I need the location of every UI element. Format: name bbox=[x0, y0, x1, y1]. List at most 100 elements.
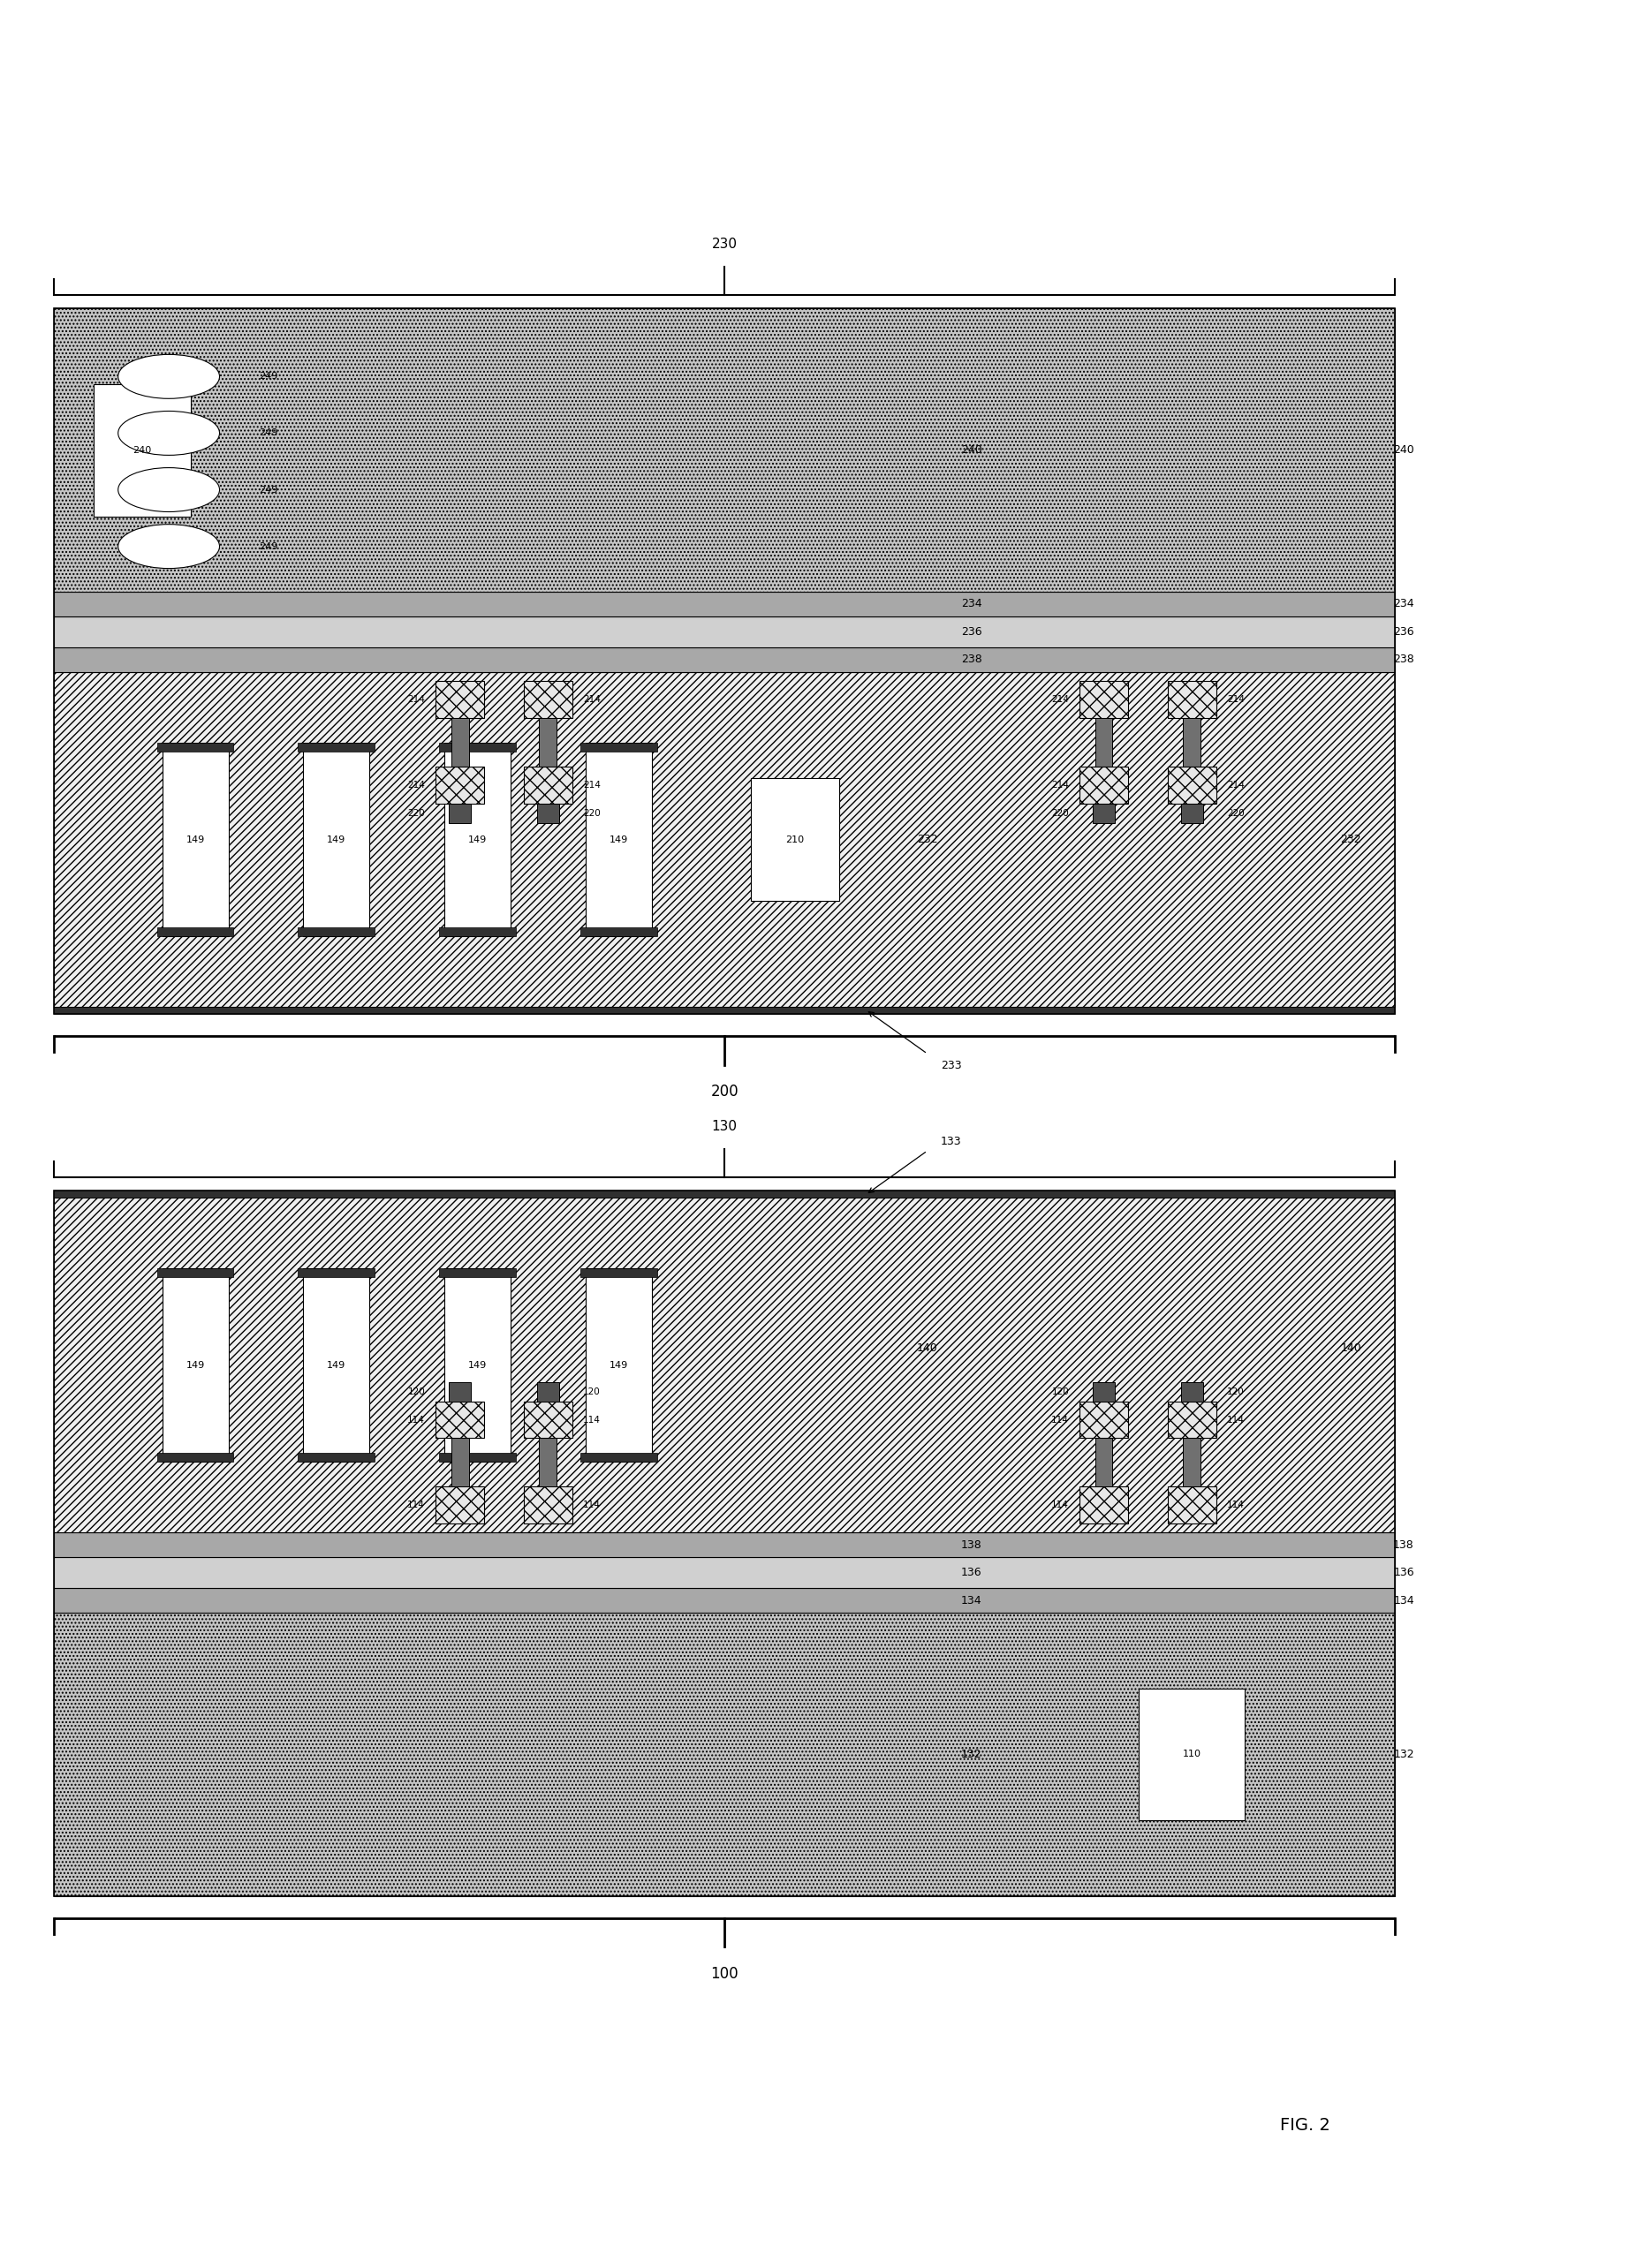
Bar bbox=[54, 308, 1396, 1014]
Bar bbox=[524, 1402, 573, 1438]
Bar bbox=[1080, 767, 1129, 803]
Text: 114: 114 bbox=[407, 1415, 425, 1424]
Text: 149: 149 bbox=[187, 835, 204, 844]
Bar bbox=[524, 767, 573, 803]
Text: 234: 234 bbox=[960, 599, 982, 610]
Bar bbox=[1080, 1402, 1129, 1438]
Text: 220: 220 bbox=[1227, 810, 1245, 816]
Bar bbox=[1093, 1381, 1114, 1402]
Text: 130: 130 bbox=[712, 1120, 738, 1132]
Bar bbox=[445, 742, 510, 937]
Bar bbox=[54, 1191, 1396, 1896]
Text: 249: 249 bbox=[258, 372, 278, 381]
Text: 236: 236 bbox=[960, 626, 982, 637]
Text: 240: 240 bbox=[1394, 445, 1414, 456]
Bar bbox=[581, 1268, 658, 1277]
Bar bbox=[445, 1268, 510, 1463]
Text: 238: 238 bbox=[1394, 653, 1414, 665]
Text: 138: 138 bbox=[960, 1540, 982, 1551]
Bar bbox=[448, 803, 471, 823]
Bar bbox=[1139, 1687, 1245, 1821]
Text: 214: 214 bbox=[1227, 694, 1245, 703]
Bar bbox=[1093, 803, 1114, 823]
Bar bbox=[303, 1268, 370, 1463]
Bar bbox=[448, 1381, 471, 1402]
Text: 140: 140 bbox=[916, 1343, 937, 1354]
Bar bbox=[298, 928, 375, 937]
Text: 120: 120 bbox=[1052, 1388, 1068, 1395]
Text: 114: 114 bbox=[407, 1501, 425, 1510]
Bar bbox=[540, 1438, 556, 1488]
Bar bbox=[540, 717, 556, 767]
Text: 134: 134 bbox=[1394, 1594, 1414, 1606]
Text: 240: 240 bbox=[960, 445, 982, 456]
Text: 100: 100 bbox=[710, 1966, 738, 1982]
Bar bbox=[581, 928, 658, 937]
Bar bbox=[1168, 767, 1216, 803]
Text: 110: 110 bbox=[1183, 1751, 1201, 1758]
Bar bbox=[1183, 717, 1201, 767]
Text: 133: 133 bbox=[941, 1136, 962, 1148]
Bar bbox=[435, 1488, 484, 1524]
Text: 136: 136 bbox=[960, 1567, 982, 1579]
Text: 149: 149 bbox=[609, 835, 628, 844]
Text: 210: 210 bbox=[785, 835, 805, 844]
Bar bbox=[435, 680, 484, 717]
Text: 114: 114 bbox=[582, 1501, 600, 1510]
Bar bbox=[435, 1402, 484, 1438]
Bar bbox=[54, 617, 1396, 646]
Text: 149: 149 bbox=[468, 1361, 488, 1370]
Text: 214: 214 bbox=[1052, 694, 1068, 703]
Bar bbox=[1168, 1488, 1216, 1524]
Text: 134: 134 bbox=[960, 1594, 982, 1606]
Bar bbox=[435, 767, 484, 803]
Bar bbox=[157, 928, 234, 937]
Bar bbox=[452, 717, 468, 767]
Bar bbox=[524, 680, 573, 717]
Text: 114: 114 bbox=[1052, 1415, 1068, 1424]
Text: 120: 120 bbox=[1227, 1388, 1245, 1395]
Bar bbox=[157, 742, 234, 751]
Bar bbox=[298, 1268, 375, 1277]
Text: 149: 149 bbox=[609, 1361, 628, 1370]
Text: 136: 136 bbox=[1394, 1567, 1414, 1579]
Bar bbox=[298, 1454, 375, 1463]
Text: FIG. 2: FIG. 2 bbox=[1281, 2116, 1330, 2134]
Bar bbox=[1094, 1438, 1112, 1488]
Bar bbox=[1080, 1488, 1129, 1524]
Text: 236: 236 bbox=[1394, 626, 1414, 637]
Bar bbox=[1181, 803, 1202, 823]
Text: 232: 232 bbox=[1340, 835, 1361, 846]
Text: 114: 114 bbox=[1227, 1415, 1245, 1424]
Text: 220: 220 bbox=[407, 810, 425, 816]
Text: 140: 140 bbox=[1340, 1343, 1361, 1354]
Text: 149: 149 bbox=[327, 835, 345, 844]
Text: 230: 230 bbox=[712, 238, 738, 252]
Text: 214: 214 bbox=[582, 694, 600, 703]
Bar bbox=[452, 1438, 468, 1488]
Text: 132: 132 bbox=[960, 1749, 982, 1760]
Bar bbox=[586, 742, 651, 937]
Bar bbox=[524, 1488, 573, 1524]
Bar bbox=[54, 592, 1396, 617]
Bar bbox=[1094, 717, 1112, 767]
Bar bbox=[157, 1454, 234, 1463]
Bar bbox=[157, 1268, 234, 1277]
Bar bbox=[54, 1613, 1396, 1896]
Bar bbox=[1168, 1402, 1216, 1438]
Bar bbox=[438, 742, 515, 751]
Bar bbox=[537, 803, 560, 823]
Bar bbox=[1168, 680, 1216, 717]
Bar bbox=[581, 742, 658, 751]
Text: 240: 240 bbox=[133, 447, 152, 454]
Ellipse shape bbox=[118, 354, 219, 399]
Text: 149: 149 bbox=[468, 835, 488, 844]
Text: 138: 138 bbox=[1394, 1540, 1414, 1551]
Text: 214: 214 bbox=[1052, 780, 1068, 789]
Text: 249: 249 bbox=[258, 485, 278, 494]
Bar bbox=[54, 1558, 1396, 1588]
Text: 214: 214 bbox=[582, 780, 600, 789]
Bar bbox=[1080, 680, 1129, 717]
Text: 220: 220 bbox=[1052, 810, 1068, 816]
Bar bbox=[54, 646, 1396, 671]
